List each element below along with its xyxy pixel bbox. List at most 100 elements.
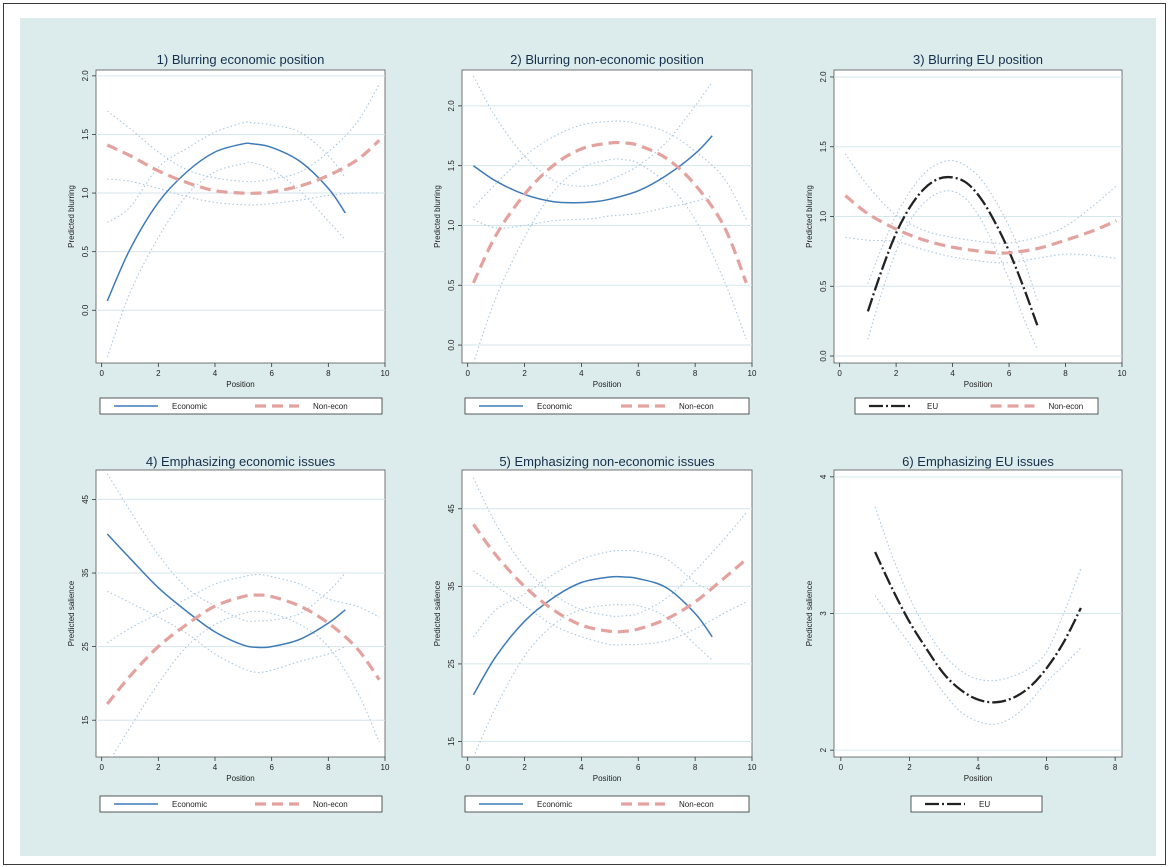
x-tick-label: 4	[213, 763, 218, 772]
panel-1: 1) Blurring economic position 0 2 4 6 8 10 0.0 0…	[67, 52, 390, 415]
x-tick-label: 4	[579, 369, 584, 378]
ci-line-economic	[106, 121, 346, 223]
x-tick-label: 0	[465, 369, 470, 378]
ci-line-economic	[106, 161, 346, 358]
legend: Economic Non-econ	[99, 795, 383, 813]
y-tick-label: 45	[447, 504, 456, 513]
x-tick-label: 8	[693, 763, 698, 772]
x-tick-label: 8	[1113, 763, 1118, 772]
legend-box	[910, 795, 1043, 813]
legend-box	[854, 397, 1099, 415]
series-line-non-econ	[106, 593, 381, 706]
x-axis-label: Position	[964, 774, 992, 783]
ci-line-economic	[107, 590, 346, 673]
x-tick-label: 6	[1044, 763, 1049, 772]
legend: Economic Non-econ	[464, 397, 750, 415]
x-axis-label: Position	[593, 774, 621, 783]
series-line-economic	[106, 533, 346, 649]
ci-line-economic	[472, 75, 713, 187]
x-tick-label: 4	[976, 763, 981, 772]
y-tick-label: 1.0	[447, 219, 456, 231]
legend: Economic Non-econ	[99, 397, 383, 415]
data-layer	[471, 75, 748, 363]
x-tick-label: 2	[894, 369, 899, 378]
x-tick-label: 6	[269, 763, 274, 772]
x-axis-label: Position	[226, 380, 254, 389]
data-layer	[874, 506, 1082, 725]
series-line-non-econ	[844, 194, 1118, 255]
x-axis-label: Position	[964, 380, 992, 389]
legend-label: Economic	[172, 800, 207, 809]
ci-line-non-econ	[106, 83, 380, 183]
x-tick-label: 6	[1007, 369, 1012, 378]
data-layer	[106, 473, 381, 757]
y-tick-label: 0.5	[81, 246, 90, 258]
ci-line-non-econ	[473, 120, 747, 220]
legend-label: Economic	[537, 800, 572, 809]
legend-box	[99, 795, 383, 813]
series-line-economic	[472, 135, 713, 204]
y-tick-label: 1.5	[819, 141, 828, 153]
panel-6: 6) Emphasizing EU issues 0 2 4 6 8 2 3 4 Position…	[805, 454, 1123, 813]
y-axis-label: Predicted salience	[67, 580, 76, 646]
ci-line-non-econ	[473, 570, 747, 646]
series-line-eu	[874, 551, 1082, 704]
y-tick-label: 0.0	[447, 339, 456, 351]
legend-label: Non-econ	[313, 800, 348, 809]
legend-box	[464, 795, 750, 813]
ci-line-non-econ	[472, 158, 747, 363]
legend-label: Economic	[172, 402, 207, 411]
data-layer	[844, 153, 1118, 350]
chart-title: 1) Blurring economic position	[157, 52, 325, 67]
legend-label: EU	[979, 800, 990, 809]
x-tick-label: 0	[99, 763, 104, 772]
x-tick-label: 6	[269, 369, 274, 378]
ci-line-economic	[473, 195, 713, 229]
series-line-non-econ	[472, 523, 748, 634]
y-axis-label: Predicted salience	[805, 580, 814, 646]
series-line-non-econ	[106, 139, 381, 195]
ci-line-non-econ	[107, 178, 380, 206]
y-tick-label: 15	[447, 736, 456, 745]
y-tick-label: 15	[81, 715, 90, 724]
x-tick-label: 6	[636, 763, 641, 772]
x-tick-label: 8	[326, 763, 331, 772]
ci-line-eu	[874, 595, 1082, 725]
panel-4: 4) Emphasizing economic issues 0 2 4 6 8 10 15 2…	[67, 454, 390, 813]
plot-area	[95, 69, 386, 364]
y-tick-label: 1.5	[447, 160, 456, 172]
data-layer	[106, 83, 381, 358]
y-tick-label: 4	[819, 474, 828, 479]
y-tick-label: 0.0	[819, 350, 828, 362]
plot-area	[461, 469, 753, 758]
series-line-economic	[472, 575, 713, 696]
x-tick-label: 2	[156, 369, 161, 378]
y-tick-label: 35	[447, 581, 456, 590]
x-tick-label: 0	[465, 763, 470, 772]
legend-box	[464, 397, 750, 415]
y-tick-label: 3	[819, 611, 828, 616]
legend-label: Non-econ	[679, 402, 714, 411]
legend: EU Non-econ	[854, 397, 1099, 415]
ci-line-eu	[874, 506, 1082, 682]
y-tick-label: 1.0	[819, 210, 828, 222]
x-tick-label: 0	[837, 369, 842, 378]
y-axis-label: Predicted blurring	[433, 185, 442, 248]
y-tick-label: 2.0	[819, 71, 828, 83]
plot-area	[95, 469, 386, 758]
y-tick-label: 2	[819, 747, 828, 752]
x-tick-label: 8	[693, 369, 698, 378]
x-tick-label: 4	[579, 763, 584, 772]
ci-line-eu	[867, 160, 1038, 301]
ci-line-economic	[472, 604, 713, 757]
chart-title: 2) Blurring non-economic position	[510, 52, 704, 67]
x-tick-label: 2	[522, 763, 527, 772]
x-tick-label: 10	[748, 369, 757, 378]
y-tick-label: 0.0	[81, 304, 90, 316]
series-line-non-econ	[471, 140, 748, 284]
x-tick-label: 2	[156, 763, 161, 772]
chart-title: 3) Blurring EU position	[913, 52, 1043, 67]
y-tick-label: 1.0	[81, 187, 90, 199]
ci-line-non-econ	[111, 610, 380, 757]
